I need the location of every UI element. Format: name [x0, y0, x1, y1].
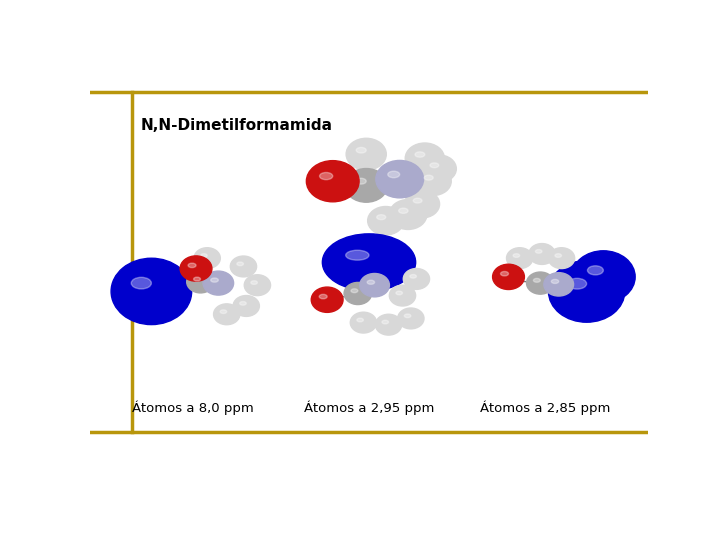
Ellipse shape	[572, 251, 635, 303]
Text: Átomos a 2,85 ppm: Átomos a 2,85 ppm	[480, 401, 610, 415]
Ellipse shape	[399, 208, 408, 213]
Ellipse shape	[526, 272, 554, 294]
Ellipse shape	[421, 155, 456, 183]
Ellipse shape	[194, 277, 200, 281]
Text: Átomos a 8,0 ppm: Átomos a 8,0 ppm	[132, 401, 254, 415]
Ellipse shape	[382, 320, 389, 324]
Ellipse shape	[492, 264, 524, 289]
Ellipse shape	[351, 289, 358, 293]
Ellipse shape	[405, 190, 440, 218]
Ellipse shape	[356, 178, 366, 184]
Ellipse shape	[424, 175, 433, 180]
Ellipse shape	[415, 152, 425, 157]
Ellipse shape	[430, 163, 438, 168]
Ellipse shape	[214, 304, 240, 325]
Ellipse shape	[376, 160, 423, 198]
Ellipse shape	[211, 278, 218, 282]
Ellipse shape	[536, 249, 542, 253]
Ellipse shape	[390, 199, 427, 230]
Ellipse shape	[390, 285, 415, 306]
Ellipse shape	[311, 287, 343, 312]
Ellipse shape	[323, 234, 415, 291]
Ellipse shape	[233, 295, 259, 316]
Ellipse shape	[528, 244, 555, 265]
Ellipse shape	[375, 314, 402, 335]
Ellipse shape	[220, 310, 227, 314]
Ellipse shape	[410, 274, 416, 278]
Ellipse shape	[405, 143, 444, 174]
Ellipse shape	[319, 294, 327, 299]
Ellipse shape	[555, 254, 562, 258]
Ellipse shape	[203, 271, 233, 295]
Ellipse shape	[357, 318, 364, 322]
Ellipse shape	[534, 279, 540, 282]
Ellipse shape	[377, 215, 386, 220]
Ellipse shape	[404, 314, 411, 318]
Ellipse shape	[544, 273, 574, 296]
Ellipse shape	[188, 263, 196, 268]
Ellipse shape	[307, 160, 359, 202]
Ellipse shape	[230, 256, 256, 277]
Ellipse shape	[506, 248, 533, 268]
Ellipse shape	[588, 266, 603, 275]
Ellipse shape	[350, 312, 377, 333]
Ellipse shape	[186, 271, 215, 293]
Ellipse shape	[397, 308, 424, 329]
Ellipse shape	[346, 138, 387, 170]
Ellipse shape	[320, 172, 333, 180]
Ellipse shape	[500, 272, 508, 276]
Ellipse shape	[244, 275, 271, 295]
Ellipse shape	[237, 262, 243, 266]
Ellipse shape	[513, 254, 520, 258]
Ellipse shape	[240, 301, 246, 305]
Ellipse shape	[131, 278, 151, 289]
Ellipse shape	[415, 167, 451, 195]
Ellipse shape	[360, 273, 390, 297]
Text: Átomos a 2,95 ppm: Átomos a 2,95 ppm	[304, 401, 434, 415]
Ellipse shape	[346, 250, 369, 260]
Text: N,N-Dimetilformamida: N,N-Dimetilformamida	[140, 118, 332, 133]
Ellipse shape	[368, 206, 404, 235]
Ellipse shape	[344, 282, 372, 305]
Ellipse shape	[111, 258, 192, 325]
Ellipse shape	[180, 256, 212, 281]
Ellipse shape	[251, 281, 258, 285]
Ellipse shape	[552, 279, 559, 284]
Ellipse shape	[194, 248, 220, 268]
Ellipse shape	[403, 268, 430, 289]
Ellipse shape	[345, 168, 387, 202]
Ellipse shape	[567, 278, 587, 289]
Ellipse shape	[396, 291, 402, 295]
Ellipse shape	[388, 171, 400, 178]
Ellipse shape	[413, 198, 422, 203]
Ellipse shape	[201, 254, 207, 258]
Ellipse shape	[549, 248, 575, 268]
Ellipse shape	[549, 261, 625, 322]
Ellipse shape	[356, 147, 366, 153]
Ellipse shape	[367, 280, 374, 284]
